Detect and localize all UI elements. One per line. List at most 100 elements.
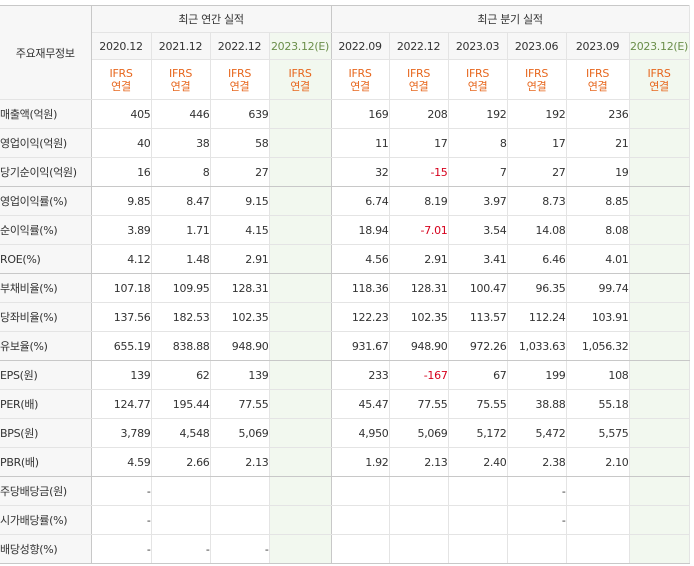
period-header[interactable]: 2022.12 [210, 32, 270, 60]
table-cell [269, 99, 332, 129]
row-label: PBR(배) [0, 447, 92, 477]
table-cell: 124.77 [91, 389, 152, 419]
table-cell [331, 476, 390, 506]
period-header[interactable]: 2023.12(E) [269, 32, 332, 60]
basis-standard: IFRS [228, 66, 251, 80]
table-cell: 8 [448, 128, 508, 158]
table-cell: 948.90 [389, 331, 449, 361]
table-cell: 137.56 [91, 302, 152, 332]
table-cell: 4.15 [210, 215, 270, 245]
basis-consolidation: 연결 [587, 79, 608, 93]
table-cell [566, 505, 630, 535]
table-cell: 7 [448, 157, 508, 187]
table-row: BPS(원) 3,789 4,548 5,069 4,950 5,069 5,172 5,47… [0, 418, 690, 448]
table-cell: 99.74 [566, 273, 630, 303]
table-cell [566, 534, 630, 564]
table-cell: 108 [566, 360, 630, 390]
table-cell: 103.91 [566, 302, 630, 332]
table-cell: 4,950 [331, 418, 390, 448]
table-cell [448, 505, 508, 535]
table-cell: 8.47 [151, 186, 211, 216]
table-cell: 4.59 [91, 447, 152, 477]
table-cell: 32 [331, 157, 390, 187]
basis-consolidation: 연결 [467, 79, 488, 93]
basis-label: IFRS 연결 [629, 59, 690, 100]
table-cell [629, 128, 690, 158]
table-cell: -167 [389, 360, 449, 390]
table-cell: -15 [389, 157, 449, 187]
table-cell [448, 476, 508, 506]
period-header[interactable]: 2022.09 [331, 32, 390, 60]
basis-consolidation: 연결 [649, 79, 669, 93]
period-header[interactable]: 2021.12 [151, 32, 211, 60]
basis-consolidation: 연결 [290, 79, 310, 93]
table-cell: 5,172 [448, 418, 508, 448]
period-header[interactable]: 2022.12 [389, 32, 449, 60]
table-cell [629, 505, 690, 535]
table-cell: 27 [507, 157, 567, 187]
table-cell [151, 476, 211, 506]
row-label: 영업이익률(%) [0, 186, 92, 216]
table-cell: 62 [151, 360, 211, 390]
period-header[interactable]: 2023.06 [507, 32, 567, 60]
table-cell [448, 534, 508, 564]
table-cell: 122.23 [331, 302, 390, 332]
table-cell: 118.36 [331, 273, 390, 303]
table-cell: 8.85 [566, 186, 630, 216]
table-cell: 38 [151, 128, 211, 158]
table-cell: 18.94 [331, 215, 390, 245]
basis-label: IFRS 연결 [389, 59, 449, 100]
table-cell: 192 [507, 99, 567, 129]
table-cell: 8.19 [389, 186, 449, 216]
corner-label: 주요재무정보 [0, 5, 92, 100]
table-cell [331, 534, 390, 564]
period-header[interactable]: 2023.09 [566, 32, 630, 60]
period-header[interactable]: 2023.03 [448, 32, 508, 60]
period-header[interactable]: 2020.12 [91, 32, 152, 60]
table-row: PBR(배) 4.59 2.66 2.13 1.92 2.13 2.40 2.38 2.10 [0, 447, 690, 477]
table-cell: 5,575 [566, 418, 630, 448]
table-cell: 16 [91, 157, 152, 187]
table-cell: 8.08 [566, 215, 630, 245]
table-row: 당기순이익(억원) 16 8 27 32 -15 7 27 19 [0, 157, 690, 187]
table-cell: 55.18 [566, 389, 630, 419]
table-cell [629, 360, 690, 390]
period-header[interactable]: 2023.12(E) [629, 32, 690, 60]
table-cell: 655.19 [91, 331, 152, 361]
table-cell: 58 [210, 128, 270, 158]
table-cell: 405 [91, 99, 152, 129]
table-cell: 6.46 [507, 244, 567, 274]
table-cell [269, 476, 332, 506]
table-cell [389, 505, 449, 535]
table-cell: 2.38 [507, 447, 567, 477]
quarter-group-title: 최근 분기 실적 [331, 5, 690, 33]
basis-standard: IFRS [407, 66, 431, 80]
header-group-row: 주요재무정보 최근 연간 실적 최근 분기 실적 [0, 5, 690, 100]
table-cell: 446 [151, 99, 211, 129]
table-cell: 40 [91, 128, 152, 158]
table-cell: 17 [507, 128, 567, 158]
table-cell [629, 476, 690, 506]
row-label: 주당배당금(원) [0, 476, 92, 506]
table-cell: - [91, 534, 152, 564]
table-cell [210, 476, 270, 506]
table-cell: 1,033.63 [507, 331, 567, 361]
table-cell: 195.44 [151, 389, 211, 419]
basis-consolidation: 연결 [408, 79, 429, 93]
table-cell: 169 [331, 99, 390, 129]
table-cell: 2.13 [210, 447, 270, 477]
basis-consolidation: 연결 [350, 79, 370, 93]
table-cell: 8.73 [507, 186, 567, 216]
table-cell: 1.71 [151, 215, 211, 245]
basis-standard: IFRS [109, 66, 133, 80]
table-cell [269, 186, 332, 216]
table-row: EPS(원) 139 62 139 233 -167 67 199 108 [0, 360, 690, 390]
table-row: PER(배) 124.77 195.44 77.55 45.47 77.55 75.55 38… [0, 389, 690, 419]
basis-label: IFRS 연결 [269, 59, 332, 100]
table-cell: 9.15 [210, 186, 270, 216]
table-cell: 102.35 [389, 302, 449, 332]
table-cell [269, 389, 332, 419]
table-cell: 102.35 [210, 302, 270, 332]
table-cell [629, 215, 690, 245]
table-cell: 14.08 [507, 215, 567, 245]
